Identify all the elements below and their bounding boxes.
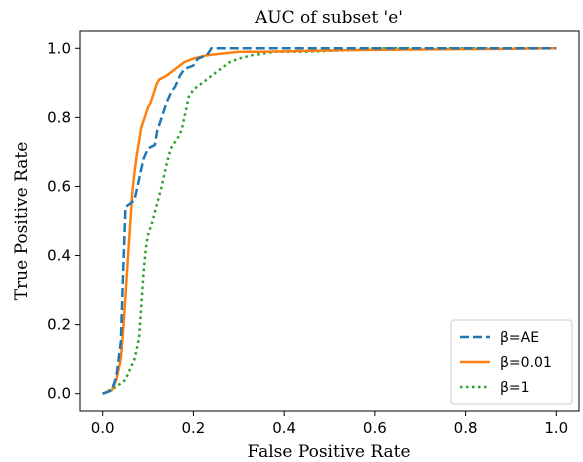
x-axis-label: False Positive Rate (247, 442, 410, 462)
y-tick-label: 0.2 (47, 316, 71, 334)
series-line (102, 47, 557, 395)
x-tick-label: 0.8 (454, 419, 478, 437)
y-tick-label: 0.8 (47, 108, 71, 126)
x-tick-label: 0.6 (363, 419, 387, 437)
x-axis: 0.0 0.2 0.4 0.6 0.8 1.0 (91, 411, 568, 437)
legend-label: β=AE (500, 330, 539, 346)
legend: β=AE β=0.01 β=1 (450, 319, 573, 405)
legend-box (450, 319, 573, 405)
plot-frame (79, 30, 580, 412)
x-tick-label: 0.4 (272, 419, 296, 437)
legend-label: β=1 (500, 380, 530, 396)
y-axis: 0.0 0.2 0.4 0.6 0.8 1.0 (47, 39, 80, 403)
series-line (102, 47, 557, 395)
x-tick-label: 1.0 (544, 419, 568, 437)
legend-label: β=0.01 (500, 355, 552, 371)
plot-lines (102, 47, 557, 395)
y-tick-label: 1.0 (47, 39, 71, 57)
y-tick-label: 0.0 (47, 385, 71, 403)
y-tick-label: 0.4 (47, 247, 71, 265)
x-tick-label: 0.2 (181, 419, 205, 437)
y-tick-label: 0.6 (47, 177, 71, 195)
chart-title: AUC of subset 'e' (254, 8, 403, 28)
x-tick-label: 0.0 (91, 419, 115, 437)
y-axis-label: True Positive Rate (12, 142, 32, 301)
